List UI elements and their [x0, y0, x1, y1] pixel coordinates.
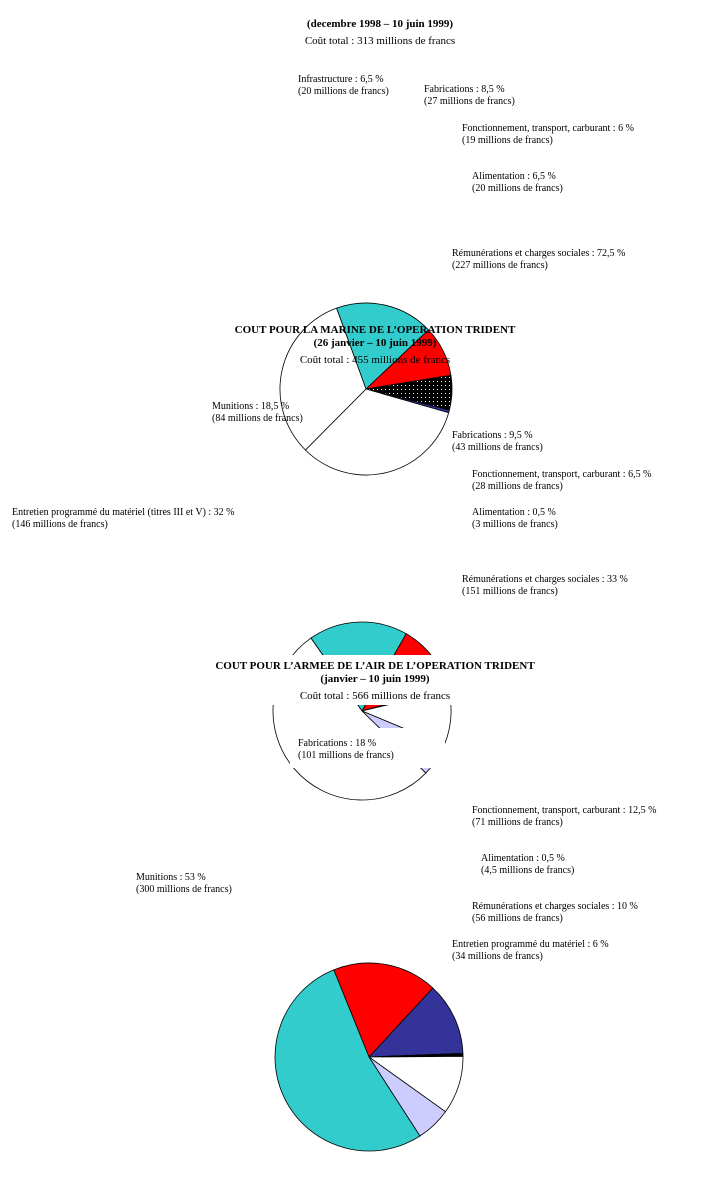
chart2-slice-4: [304, 388, 450, 476]
chart2-label-2: Fonctionnement, transport, carburant : 6…: [472, 469, 652, 492]
chart3-slice-0: [333, 962, 434, 1058]
chart3-slice-5: [274, 969, 421, 1152]
chart1-label-3: Alimentation : 6,5 % (20 millions de fran…: [472, 171, 563, 194]
chart1-heading: (decembre 1998 – 10 juin 1999) Coût tota…: [240, 14, 520, 54]
chart1-label-4: Rémunérations et charges sociales : 72,5…: [452, 248, 626, 271]
chart1-label-2: Fonctionnement, transport, carburant : 6…: [462, 123, 634, 146]
chart3-label-0: Fabrications : 18 % (101 millions de fran…: [298, 738, 394, 761]
chart2-label-5: Entretien programmé du matériel (titres …: [12, 507, 235, 530]
chart1-label-1: Fabrications : 8,5 % (27 millions de fran…: [424, 84, 515, 107]
chart2-slice-5: [279, 307, 367, 451]
chart2-label-3: Alimentation : 0,5 % (3 millions de franc…: [472, 507, 558, 530]
chart2-heading: COUT POUR LA MARINE DE L’OPERATION TRIDE…: [210, 324, 540, 367]
chart1-label-0: Infrastructure : 6,5 % (20 millions de fr…: [298, 74, 389, 97]
chart3-slice-1: [368, 987, 464, 1058]
chart2-label-1: Fabrications : 9,5 % (43 millions de fran…: [452, 430, 543, 453]
overlap-mask: [290, 728, 445, 768]
chart2-total: Coût total : 455 millions de francs: [299, 354, 451, 366]
chart3-label-2: Alimentation : 0,5 % (4,5 millions de fra…: [481, 853, 575, 876]
chart1-total: Coût total : 313 millions de francs: [304, 35, 456, 47]
chart3-total: Coût total : 566 millions de francs: [299, 690, 451, 702]
chart2-slices: [279, 302, 453, 476]
overlap-mask: [200, 655, 570, 705]
chart3-slices: [274, 962, 464, 1152]
chart2-label-4: Rémunérations et charges sociales : 33 %…: [462, 574, 628, 597]
chart2-title: COUT POUR LA MARINE DE L’OPERATION TRIDE…: [234, 324, 516, 336]
chart3-label-5: Munitions : 53 % (300 millions de francs): [136, 872, 232, 895]
chart3-label-3: Rémunérations et charges sociales : 10 %…: [472, 901, 638, 924]
chart3-title: COUT POUR L’ARMEE DE L’AIR DE L’OPERATIO…: [215, 660, 535, 672]
chart3-subtitle: (janvier – 10 juin 1999): [320, 673, 430, 685]
chart3-slices: [272, 621, 452, 801]
chart2-slice-0: [336, 302, 430, 390]
chart2-label-0: Munitions : 18,5 % (84 millions de francs…: [212, 401, 303, 424]
chart3-label-4: Entretien programmé du matériel : 6 % (34…: [452, 939, 609, 962]
chart3-heading: COUT POUR L’ARMEE DE L’AIR DE L’OPERATIO…: [190, 660, 560, 703]
chart2-subtitle: (26 janvier – 10 juin 1999): [313, 337, 437, 349]
chart3-label-1: Fonctionnement, transport, carburant : 1…: [472, 805, 657, 828]
chart1-subtitle: (decembre 1998 – 10 juin 1999): [306, 18, 454, 30]
